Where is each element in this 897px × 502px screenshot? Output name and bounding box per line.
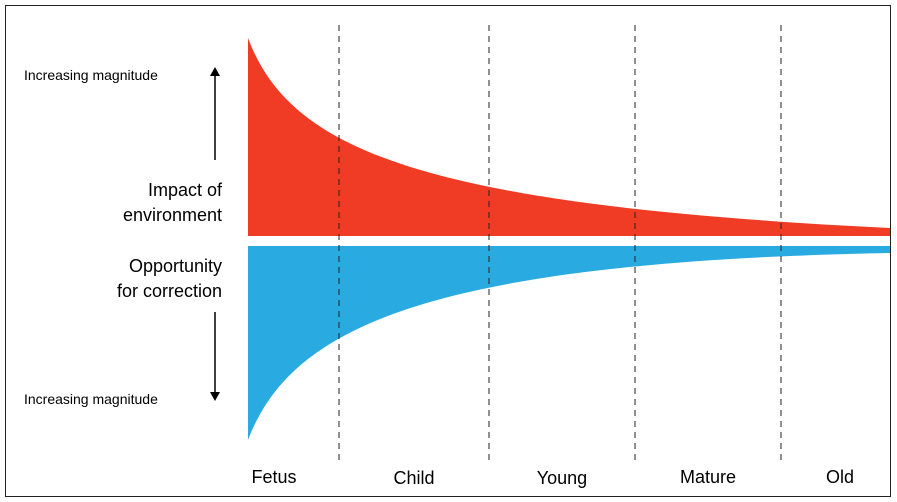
opportunity-label: Opportunity (129, 256, 222, 276)
impact-area (248, 38, 890, 236)
opportunity-label: for correction (117, 281, 222, 301)
stage-label: Mature (680, 467, 736, 487)
stage-label: Young (537, 468, 587, 488)
stage-label: Old (826, 467, 854, 487)
opportunity-area (248, 246, 890, 440)
arrow-head (210, 67, 220, 76)
arrow-head (210, 392, 220, 401)
stage-label: Fetus (251, 467, 296, 487)
impact-label: environment (123, 205, 222, 225)
magnitude-label: Increasing magnitude (24, 391, 158, 407)
impact-label: Impact of (148, 180, 223, 200)
stage-label: Child (393, 468, 434, 488)
magnitude-label: Increasing magnitude (24, 67, 158, 83)
